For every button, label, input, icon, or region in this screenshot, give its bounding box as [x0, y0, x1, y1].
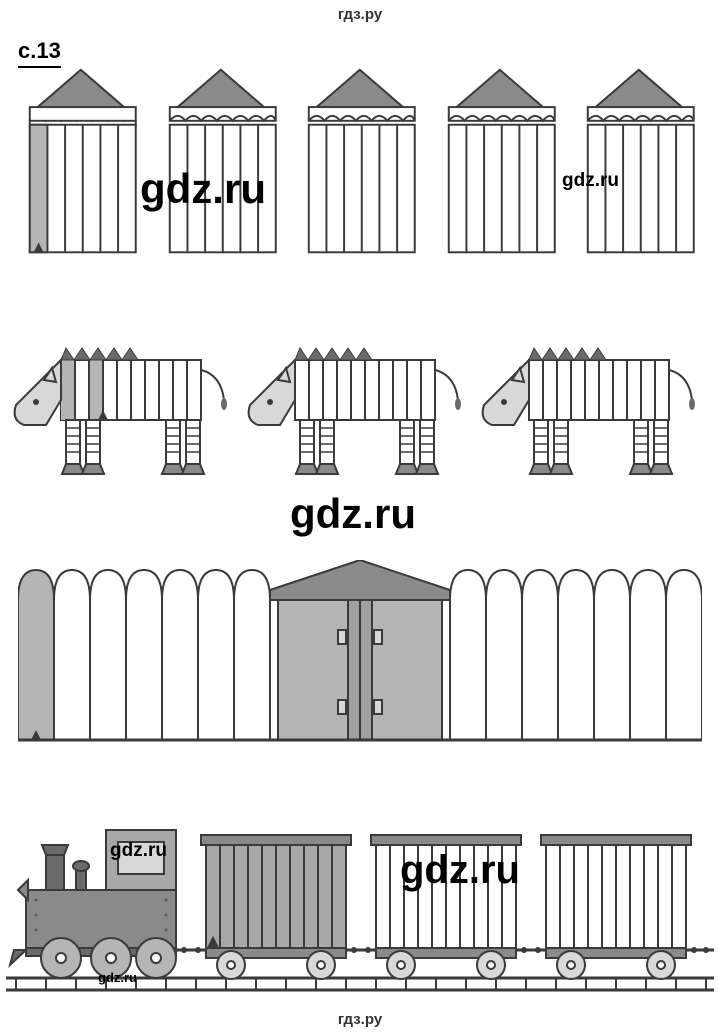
site-footer: гдз.ру: [338, 1011, 382, 1028]
pencil-4: [437, 68, 563, 258]
site-header: гдз.ру: [338, 6, 382, 23]
zebras-row: [6, 330, 714, 480]
pencil-3: [297, 68, 423, 258]
train-row: [6, 800, 714, 1000]
pencils-row: [18, 68, 702, 258]
pencil-5: [576, 68, 702, 258]
watermark: gdz.ru: [290, 490, 416, 538]
page-label: с.13: [18, 38, 61, 68]
pencil-2: [158, 68, 284, 258]
zebra-3: [474, 330, 704, 480]
zebra-1: [6, 330, 236, 480]
fence-row: [18, 560, 702, 750]
zebra-2: [240, 330, 470, 480]
pencil-1: [18, 68, 144, 258]
